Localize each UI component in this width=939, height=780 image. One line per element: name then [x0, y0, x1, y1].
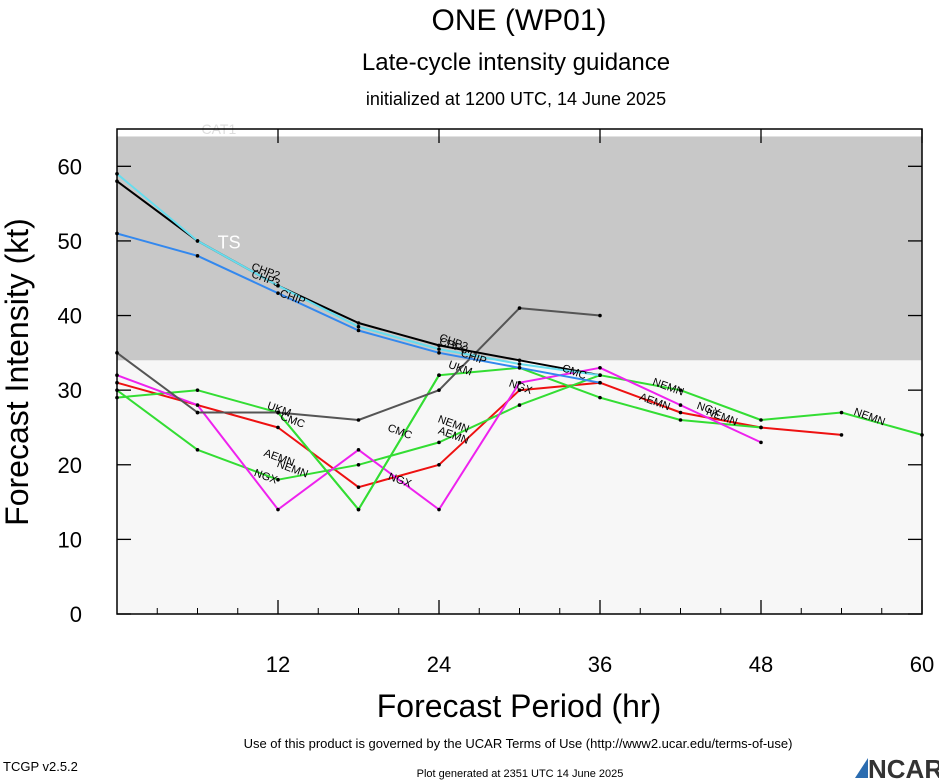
data-point-ngx [437, 507, 441, 512]
data-point-aemn [598, 395, 602, 400]
data-point-chp2 [517, 358, 522, 363]
init-line: initialized at 1200 UTC, 14 June 2025 [366, 89, 666, 109]
data-point-chp3 [356, 324, 361, 329]
data-point-nemn [276, 425, 280, 430]
data-point-nemn [678, 410, 683, 415]
tropical-depression-band [117, 360, 922, 614]
version-text: TCGP v2.5.2 [3, 759, 78, 774]
data-point-chp2 [356, 321, 361, 325]
y-tick-label: 0 [70, 602, 82, 627]
y-tick-label: 50 [58, 229, 82, 254]
data-point-nemn [356, 485, 361, 489]
data-point-chip [276, 291, 280, 295]
data-point-aemn [759, 425, 763, 430]
data-point-nemn [517, 403, 522, 407]
data-point-cmc [356, 507, 361, 512]
data-point-cmc [437, 373, 441, 378]
data-point-chip [517, 365, 522, 370]
tropical-storm-band [117, 136, 922, 361]
x-tick-label: 48 [749, 652, 773, 677]
plot-area: TS CAT1 [117, 121, 922, 614]
y-tick-label: 60 [58, 154, 82, 179]
data-point-chp3 [437, 347, 441, 351]
data-point-ngx [356, 448, 361, 452]
data-point-nemn [356, 462, 361, 467]
data-point-chp3 [598, 373, 602, 378]
data-point-nemn [839, 433, 844, 437]
data-point-ukm [517, 306, 522, 310]
generated-text: Plot generated at 2351 UTC 14 June 2025 [417, 768, 624, 780]
data-point-ukm [195, 410, 200, 415]
x-axis: 12 24 36 48 60 [156, 129, 934, 677]
x-tick-label: 36 [588, 652, 612, 677]
data-point-chp3 [517, 362, 522, 366]
chart-title: ONE (WP01) [431, 4, 606, 37]
y-tick-label: 40 [58, 304, 82, 329]
data-point-nemn [276, 477, 280, 482]
data-point-ngx [759, 440, 763, 445]
data-point-ngx [195, 403, 200, 407]
data-point-ukm [598, 313, 602, 318]
data-point-nemn [678, 388, 683, 392]
ncar-logo: NCAR [855, 754, 939, 780]
data-point-ngx [517, 380, 522, 385]
ncar-logo-mark [855, 758, 868, 778]
x-tick-label: 24 [427, 652, 451, 677]
data-point-nemn [839, 410, 844, 415]
data-point-ngx [276, 507, 280, 512]
data-point-chip [437, 351, 441, 355]
chart-subtitle: Late-cycle intensity guidance [362, 49, 670, 76]
data-point-ukm [356, 418, 361, 422]
data-point-chp3 [276, 283, 280, 288]
x-axis-title: Forecast Period (hr) [377, 688, 662, 724]
data-point-ukm [437, 388, 441, 392]
data-point-chp2 [437, 343, 441, 348]
series-layer [115, 171, 924, 512]
data-point-nemn [759, 418, 763, 422]
data-point-chip [356, 328, 361, 333]
y-tick-label: 20 [58, 453, 82, 478]
data-point-nemn [437, 462, 441, 467]
y-tick-label: 10 [58, 527, 82, 552]
x-tick-label: 12 [266, 652, 290, 677]
data-point-nemn [195, 448, 200, 452]
data-point-chip [195, 254, 200, 258]
data-point-aemn [195, 388, 200, 392]
data-point-chp3 [195, 239, 200, 243]
ncar-logo-text: NCAR [868, 754, 939, 780]
y-axis: 0 10 20 30 40 50 60 [58, 154, 922, 627]
x-tick-label: 60 [910, 652, 934, 677]
data-point-nemn [437, 440, 441, 445]
y-tick-label: 30 [58, 378, 82, 403]
y-axis-title: Forecast Intensity (kt) [0, 218, 35, 526]
data-point-nemn [517, 388, 522, 392]
data-point-ngx [598, 365, 602, 370]
band-label-ts: TS [218, 232, 241, 252]
terms-text: Use of this product is governed by the U… [244, 736, 793, 751]
data-point-ukm [276, 410, 280, 415]
data-point-chip [598, 380, 602, 385]
data-point-aemn [678, 418, 683, 422]
data-point-ngx [678, 403, 683, 407]
